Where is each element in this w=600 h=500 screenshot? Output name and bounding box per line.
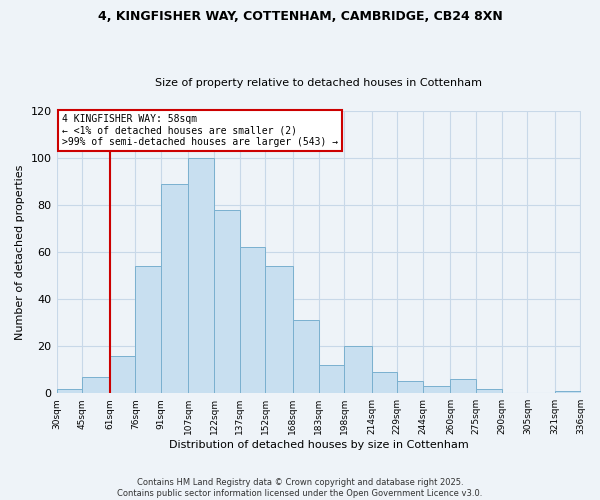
Bar [82,376,110,393]
Bar [188,158,214,393]
Bar [371,372,397,393]
Text: 4, KINGFISHER WAY, COTTENHAM, CAMBRIDGE, CB24 8XN: 4, KINGFISHER WAY, COTTENHAM, CAMBRIDGE,… [98,10,502,23]
Bar [240,248,265,393]
Bar [476,388,502,393]
Bar [344,346,371,393]
Bar [214,210,240,393]
Bar [136,266,161,393]
X-axis label: Distribution of detached houses by size in Cottenham: Distribution of detached houses by size … [169,440,469,450]
Bar [319,365,344,393]
Title: Size of property relative to detached houses in Cottenham: Size of property relative to detached ho… [155,78,482,88]
Bar [161,184,188,393]
Y-axis label: Number of detached properties: Number of detached properties [15,164,25,340]
Bar [451,379,476,393]
Bar [423,386,451,393]
Bar [110,356,136,393]
Bar [56,388,82,393]
Text: Contains HM Land Registry data © Crown copyright and database right 2025.
Contai: Contains HM Land Registry data © Crown c… [118,478,482,498]
Bar [397,382,423,393]
Bar [265,266,293,393]
Bar [555,391,581,393]
Bar [293,320,319,393]
Text: 4 KINGFISHER WAY: 58sqm
← <1% of detached houses are smaller (2)
>99% of semi-de: 4 KINGFISHER WAY: 58sqm ← <1% of detache… [62,114,338,147]
